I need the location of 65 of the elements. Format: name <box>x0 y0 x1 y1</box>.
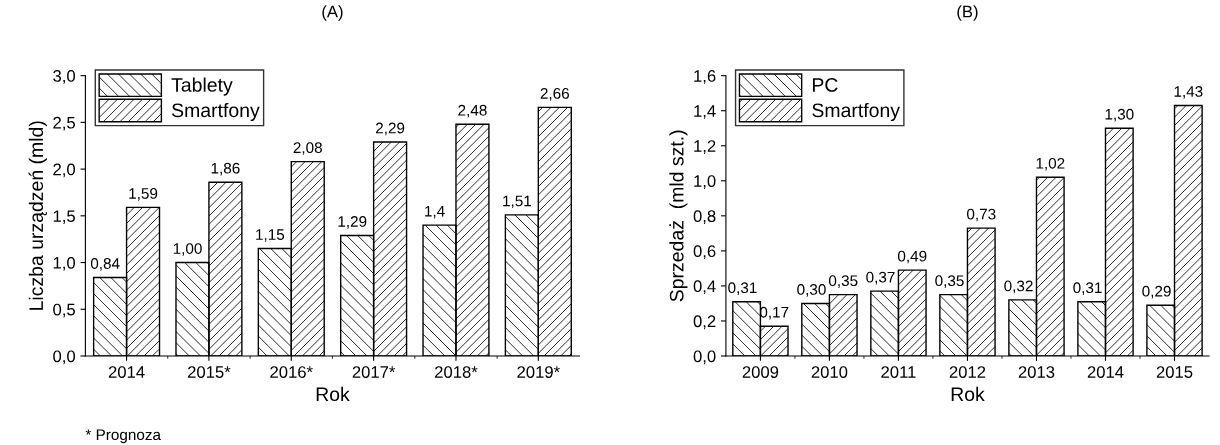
data-label: 1,51 <box>503 195 532 209</box>
x-axis-title: Rok <box>951 386 985 402</box>
data-label: 0,37 <box>866 271 895 285</box>
y-tick-label: 2,5 <box>53 116 75 131</box>
x-tick-label: 2011 <box>881 366 916 378</box>
x-tick-label: 2015* <box>187 366 231 378</box>
data-label: 2,66 <box>540 88 569 101</box>
x-tick-label: 2016* <box>270 366 313 378</box>
data-label: 1,00 <box>173 243 202 256</box>
data-label: 1,59 <box>129 188 158 201</box>
data-label: 0,73 <box>966 208 996 222</box>
chart-title: (B) <box>957 5 978 21</box>
data-label: 0,84 <box>90 258 120 271</box>
data-label: 2,48 <box>458 104 487 118</box>
data-label: 0,35 <box>935 275 964 288</box>
text: * Prognoza <box>85 429 161 444</box>
data-label: 0,31 <box>1073 282 1102 295</box>
data-label: 1,86 <box>211 162 240 176</box>
legend-label: PC <box>812 78 838 92</box>
y-tick-label: 0,0 <box>693 350 716 365</box>
x-tick-label: 2009 <box>742 366 779 378</box>
x-tick-label: 2017* <box>352 366 396 378</box>
y-tick-label: 1,0 <box>694 175 716 189</box>
x-tick-label: 2015 <box>1156 366 1193 378</box>
x-tick-label: 2019* <box>517 366 560 378</box>
x-tick-label: 2013 <box>1018 366 1055 378</box>
y-axis-title: Liczba urządzeń (mld) <box>28 121 47 310</box>
y-tick-label: 2,0 <box>53 163 76 178</box>
data-label: 1,43 <box>1174 86 1203 99</box>
y-tick-label: 1,2 <box>694 140 716 154</box>
y-tick-label: 0,4 <box>693 280 716 295</box>
data-label: 1,02 <box>1036 157 1065 171</box>
data-label: 0,31 <box>728 282 757 295</box>
data-label: 0,35 <box>828 275 858 288</box>
data-label: 0,29 <box>1142 285 1171 299</box>
y-tick-label: 1,0 <box>53 256 76 271</box>
x-axis-title: Rok <box>316 386 350 402</box>
x-tick-label: 2014 <box>108 366 145 378</box>
data-label: 1,4 <box>425 205 445 219</box>
y-tick-label: 1,5 <box>53 210 75 224</box>
legend-label: Smartfony <box>812 102 900 122</box>
data-label: 2,29 <box>376 122 405 136</box>
y-tick-label: 0,6 <box>693 245 716 260</box>
data-label: 2,08 <box>293 142 322 155</box>
y-tick-label: 0,5 <box>53 303 75 318</box>
x-tick-label: 2014 <box>1087 366 1124 378</box>
data-label: 1,29 <box>338 216 367 229</box>
legend-label: Smartfony <box>172 102 260 122</box>
chart-title: (A) <box>322 5 343 21</box>
y-tick-label: 0,8 <box>693 210 716 224</box>
data-label: 1,15 <box>256 229 285 242</box>
y-axis-title: Sprzedaż (mld szt.) <box>669 130 688 302</box>
y-tick-label: 1,4 <box>694 105 716 119</box>
y-tick-label: 3,0 <box>53 70 76 84</box>
data-label: 0,49 <box>897 250 927 264</box>
data-label: 0,30 <box>797 284 826 297</box>
data-label: 1,30 <box>1105 108 1134 122</box>
y-tick-label: 0,2 <box>693 315 716 330</box>
data-label: 0,32 <box>1004 280 1033 294</box>
legend-label: Tablety <box>171 77 233 96</box>
y-tick-label: 0,0 <box>53 350 76 365</box>
x-tick-label: 2012 <box>949 366 986 378</box>
y-tick-label: 1,6 <box>694 70 716 84</box>
x-tick-label: 2018* <box>435 366 478 378</box>
x-tick-label: 2010 <box>811 366 848 378</box>
